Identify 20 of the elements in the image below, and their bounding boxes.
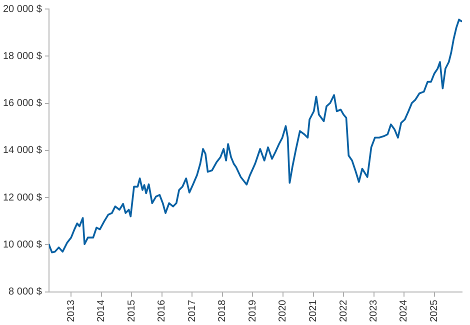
x-tick-label: 2021	[308, 299, 320, 322]
x-tick-label: 2019	[247, 299, 258, 322]
y-tick-label: 8 000 $	[8, 286, 42, 298]
y-tick-label: 18 000 $	[2, 50, 42, 62]
x-tick-label: 2025	[429, 299, 440, 322]
x-tick-label: 2023	[368, 299, 380, 322]
y-tick-label: 12 000 $	[2, 192, 42, 204]
y-tick-label: 14 000 $	[2, 145, 42, 156]
x-tick-label: 2017	[186, 299, 198, 322]
x-tick-label: 2018	[217, 299, 228, 322]
x-tick-label: 2022	[338, 299, 350, 322]
y-tick-label: 20 000 $	[2, 4, 42, 15]
y-tick-label: 16 000 $	[2, 98, 42, 109]
y-tick-label: 10 000 $	[2, 239, 42, 250]
x-tick-label: 2014	[96, 299, 108, 322]
x-tick-label: 2020	[278, 299, 289, 322]
x-tick-label: 2024	[398, 299, 410, 322]
x-tick-label: 2013	[66, 299, 77, 322]
x-tick-label: 2016	[156, 299, 168, 322]
x-tick-label: 2015	[126, 299, 138, 322]
